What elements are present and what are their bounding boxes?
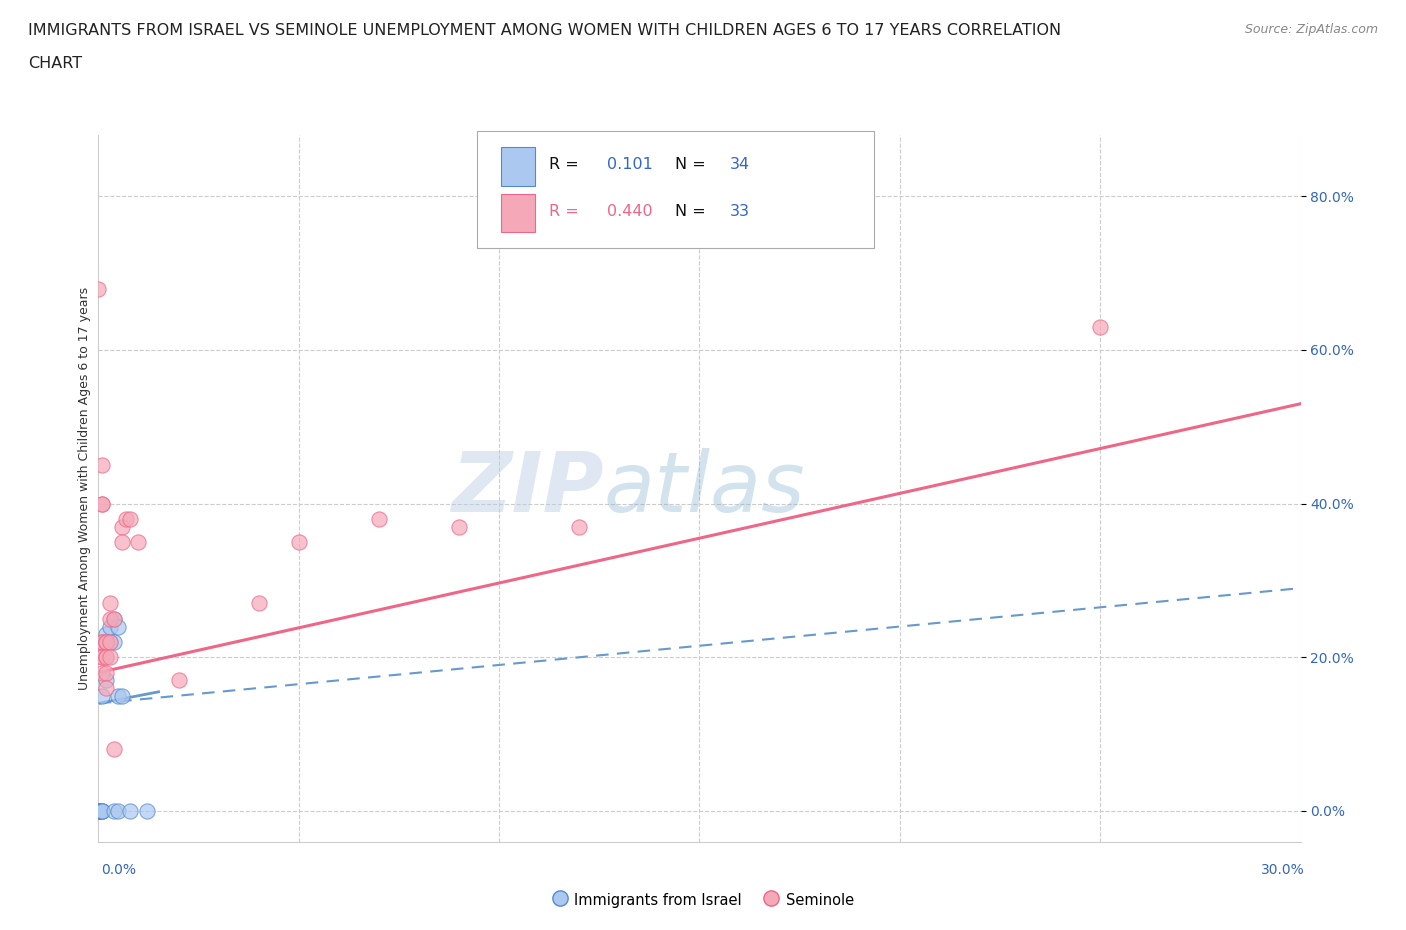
Point	[135, 804, 157, 818]
Point	[91, 665, 114, 680]
Point	[288, 535, 311, 550]
Point	[87, 804, 110, 818]
Point	[87, 804, 110, 818]
Point	[91, 804, 114, 818]
Point	[91, 650, 114, 665]
Point	[103, 742, 125, 757]
Point	[120, 804, 142, 818]
Point	[120, 512, 142, 526]
Point	[87, 804, 110, 818]
Point	[87, 804, 110, 818]
Point	[1088, 320, 1111, 335]
Point	[96, 650, 118, 665]
Point	[87, 804, 110, 818]
Point	[87, 804, 110, 818]
Point	[103, 611, 125, 626]
Legend: Immigrants from Israel, Seminole: Immigrants from Israel, Seminole	[547, 886, 859, 913]
Point	[115, 512, 138, 526]
Point	[91, 804, 114, 818]
Text: Source: ZipAtlas.com: Source: ZipAtlas.com	[1244, 23, 1378, 36]
Point	[87, 281, 110, 296]
Text: atlas: atlas	[603, 447, 806, 529]
Point	[103, 804, 125, 818]
Point	[91, 804, 114, 818]
Text: 34: 34	[730, 157, 749, 172]
Point	[87, 804, 110, 818]
Point	[96, 681, 118, 696]
Point	[91, 634, 114, 649]
Point	[568, 519, 591, 534]
FancyBboxPatch shape	[501, 193, 534, 232]
FancyBboxPatch shape	[477, 131, 873, 248]
Point	[368, 512, 391, 526]
Text: IMMIGRANTS FROM ISRAEL VS SEMINOLE UNEMPLOYMENT AMONG WOMEN WITH CHILDREN AGES 6: IMMIGRANTS FROM ISRAEL VS SEMINOLE UNEMP…	[28, 23, 1062, 38]
Point	[111, 535, 134, 550]
Point	[87, 804, 110, 818]
Point	[96, 634, 118, 649]
FancyBboxPatch shape	[501, 147, 534, 186]
Text: N =: N =	[675, 204, 711, 219]
Point	[87, 804, 110, 818]
Point	[91, 458, 114, 472]
Point	[107, 619, 129, 634]
Point	[447, 519, 470, 534]
Text: R =: R =	[550, 157, 583, 172]
Text: ZIP: ZIP	[451, 447, 603, 529]
Point	[96, 650, 118, 665]
Point	[247, 596, 270, 611]
Text: CHART: CHART	[28, 56, 82, 71]
Point	[167, 673, 190, 688]
Point	[87, 804, 110, 818]
Point	[87, 804, 110, 818]
Point	[96, 673, 118, 688]
Point	[100, 611, 122, 626]
Point	[107, 688, 129, 703]
Point	[96, 634, 118, 649]
Point	[100, 650, 122, 665]
Text: 30.0%: 30.0%	[1261, 862, 1305, 877]
Point	[87, 804, 110, 818]
Text: 33: 33	[730, 204, 749, 219]
Y-axis label: Unemployment Among Women with Children Ages 6 to 17 years: Unemployment Among Women with Children A…	[79, 286, 91, 690]
Text: R =: R =	[550, 204, 583, 219]
Text: N =: N =	[675, 157, 711, 172]
Point	[91, 804, 114, 818]
Text: 0.440: 0.440	[607, 204, 652, 219]
Point	[91, 634, 114, 649]
Point	[96, 634, 118, 649]
Text: 0.0%: 0.0%	[101, 862, 136, 877]
Point	[91, 650, 114, 665]
Point	[87, 804, 110, 818]
Point	[91, 497, 114, 512]
Point	[87, 804, 110, 818]
Point	[107, 804, 129, 818]
Point	[100, 634, 122, 649]
Text: 0.101: 0.101	[607, 157, 652, 172]
Point	[103, 611, 125, 626]
Point	[103, 634, 125, 649]
Point	[91, 497, 114, 512]
Point	[96, 627, 118, 642]
Point	[96, 665, 118, 680]
Point	[128, 535, 150, 550]
Point	[111, 688, 134, 703]
Point	[111, 519, 134, 534]
Point	[87, 804, 110, 818]
Point	[100, 596, 122, 611]
Point	[100, 634, 122, 649]
Point	[91, 688, 114, 703]
Point	[100, 619, 122, 634]
